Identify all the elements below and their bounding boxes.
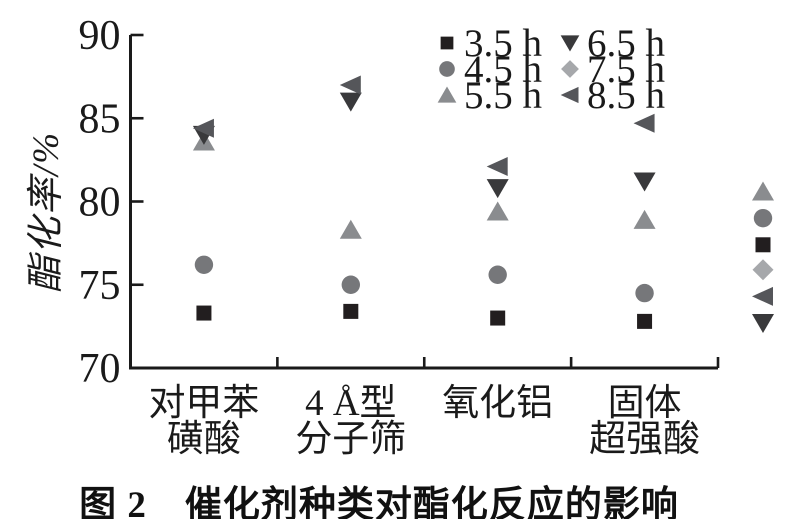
category-label-line: 磺酸 bbox=[167, 419, 241, 460]
legend-triangle-up-icon bbox=[437, 86, 457, 103]
category-label-line: 分子筛 bbox=[295, 418, 406, 460]
legend-square-icon bbox=[440, 36, 454, 50]
legend-label: 8.5 h bbox=[587, 74, 665, 117]
data-point-triangle-down bbox=[339, 92, 362, 112]
category-label-line: 超强酸 bbox=[589, 419, 700, 460]
edge-partial-triangle-down bbox=[752, 314, 774, 334]
category-label: 固体超强酸 bbox=[589, 383, 700, 460]
figure-caption: 图 2 催化剂种类对酯化反应的影响 bbox=[79, 485, 679, 519]
legend-diamond-icon bbox=[561, 60, 579, 78]
edge-partial-triangle-up bbox=[752, 181, 774, 201]
data-point-triangle-left bbox=[339, 75, 361, 95]
y-axis-tick-label: 80 bbox=[79, 180, 121, 226]
category-label: 4 Å型分子筛 bbox=[295, 383, 406, 460]
legend-triangle-down-icon bbox=[560, 35, 580, 52]
legend-triangle-left-icon bbox=[560, 86, 579, 104]
category-label: 氧化铝 bbox=[442, 382, 553, 424]
y-axis-tick-label: 90 bbox=[79, 13, 121, 59]
category-label: 对甲苯磺酸 bbox=[148, 383, 259, 460]
data-point-triangle-up bbox=[339, 219, 362, 239]
legend-circle-icon bbox=[439, 61, 455, 77]
legend-label: 4.5 h bbox=[464, 48, 542, 91]
data-point-triangle-up bbox=[633, 209, 656, 229]
category-label-line: 对甲苯 bbox=[148, 383, 259, 424]
category-label-line: 固体 bbox=[608, 383, 682, 424]
data-point-triangle-left bbox=[192, 118, 214, 138]
data-point-square bbox=[490, 310, 506, 326]
data-point-square bbox=[343, 303, 359, 319]
edge-partial-triangle-left bbox=[752, 286, 773, 306]
legend-label: 5.5 h bbox=[464, 74, 542, 117]
data-point-square bbox=[196, 305, 212, 321]
data-point-circle bbox=[635, 283, 654, 303]
data-point-triangle-left bbox=[486, 157, 508, 177]
legend-label: 6.5 h bbox=[587, 22, 665, 65]
y-axis-title: 酯化率/% bbox=[26, 130, 67, 294]
data-point-triangle-down bbox=[486, 179, 509, 199]
legend-label: 3.5 h bbox=[464, 22, 542, 65]
legend-label: 7.5 h bbox=[587, 48, 665, 91]
category-label-line: 氧化铝 bbox=[442, 382, 553, 424]
edge-partial-diamond bbox=[752, 259, 774, 281]
category-label-line: 4 Å型 bbox=[305, 383, 396, 424]
y-axis-tick-label: 85 bbox=[79, 96, 121, 142]
data-point-circle bbox=[341, 275, 361, 294]
data-point-square bbox=[637, 313, 653, 329]
y-axis-tick-label: 70 bbox=[79, 346, 121, 392]
data-point-triangle-left bbox=[633, 113, 655, 133]
data-point-triangle-down bbox=[633, 172, 656, 192]
data-point-circle bbox=[194, 255, 214, 274]
y-axis-tick-label: 75 bbox=[79, 263, 121, 309]
edge-partial-square bbox=[755, 237, 771, 253]
data-point-triangle-up bbox=[486, 201, 509, 221]
data-point-circle bbox=[488, 265, 507, 284]
edge-partial-circle bbox=[753, 208, 773, 228]
